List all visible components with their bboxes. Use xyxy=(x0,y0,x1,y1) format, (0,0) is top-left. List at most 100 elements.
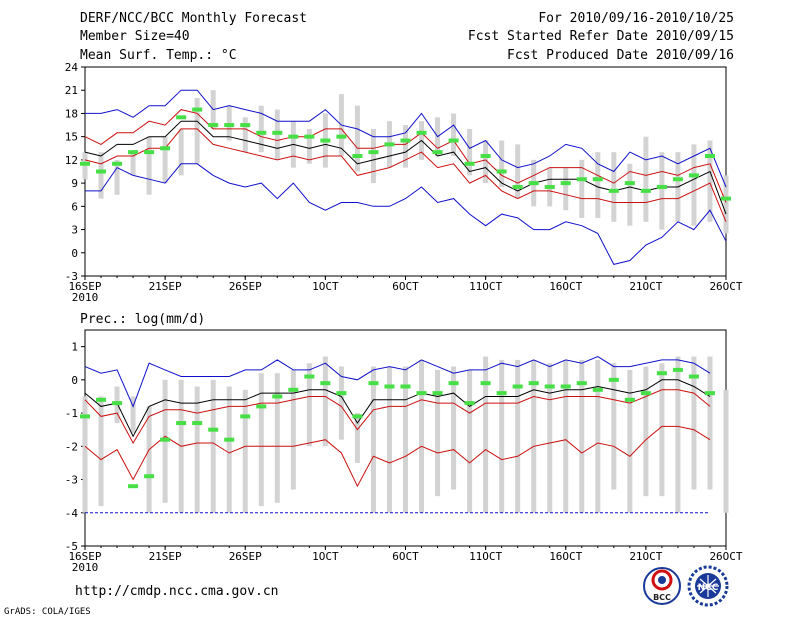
temp-green-marker xyxy=(512,184,523,189)
prec-xtick-label: 16SEP xyxy=(68,550,101,563)
temp-box xyxy=(563,167,569,211)
temp-green-marker xyxy=(352,154,363,159)
temp-green-marker xyxy=(688,173,699,178)
prec-green-marker xyxy=(640,391,651,396)
prec-green-marker xyxy=(400,384,411,389)
prec-ytick-label: -1 xyxy=(65,407,78,420)
temp-box xyxy=(723,175,729,234)
header-variable: Mean Surf. Temp.: °C xyxy=(80,48,237,63)
prec-box xyxy=(290,369,296,490)
temp-xtick-year: 2010 xyxy=(72,291,99,304)
temp-box xyxy=(515,144,521,199)
temp-box xyxy=(451,113,457,157)
temp-green-marker xyxy=(544,184,555,189)
prec-box xyxy=(643,366,649,497)
temp-box xyxy=(370,128,376,184)
temp-box xyxy=(659,152,665,230)
temp-green-marker xyxy=(640,188,651,193)
prec-ytick-label: -4 xyxy=(65,507,79,520)
footer-url[interactable]: http://cmdp.ncc.cma.gov.cn xyxy=(75,584,279,599)
prec-green-marker xyxy=(352,414,363,419)
prec-box xyxy=(386,366,392,513)
prec-xtick-label: 16OCT xyxy=(549,550,582,563)
prec-box xyxy=(451,366,457,490)
temp-xtick-label: 21SEP xyxy=(149,280,182,293)
temp-green-marker xyxy=(704,154,715,159)
temp-green-marker xyxy=(288,134,299,139)
prec-box xyxy=(691,356,697,490)
temp-box xyxy=(467,128,473,176)
temp-green-marker xyxy=(528,181,539,186)
prec-green-marker xyxy=(432,391,443,396)
prec-ytick-label: -2 xyxy=(65,440,78,453)
temp-ytick-label: 12 xyxy=(65,154,78,167)
temp-box xyxy=(643,136,649,222)
temp-green-marker xyxy=(400,138,411,143)
temp-box xyxy=(691,144,697,226)
prec-green-marker xyxy=(80,414,90,419)
temp-box xyxy=(178,128,184,176)
prec-box xyxy=(226,386,232,513)
prec-box xyxy=(499,359,505,513)
temp-green-marker xyxy=(480,154,491,159)
prec-xtick-label: 26SEP xyxy=(229,550,262,563)
temp-green-marker xyxy=(416,130,427,135)
prec-box xyxy=(723,389,729,513)
prec-green-marker xyxy=(624,397,635,402)
temp-box xyxy=(194,97,200,164)
prec-box xyxy=(194,386,200,513)
temp-ytick-label: 24 xyxy=(65,61,79,74)
prec-green-marker xyxy=(144,474,155,479)
prec-xtick-year: 2010 xyxy=(72,561,99,574)
temp-xtick-label: 26SEP xyxy=(229,280,262,293)
prec-box xyxy=(419,359,425,513)
prec-green-marker xyxy=(320,381,331,386)
prec-xtick-label: 21OCT xyxy=(629,550,662,563)
prec-box xyxy=(627,369,633,513)
temp-xtick-label: 26OCT xyxy=(709,280,742,293)
prec-box xyxy=(146,406,152,513)
temp-green-marker xyxy=(672,177,683,182)
prec-ytick-label: 0 xyxy=(71,374,78,387)
prec-box xyxy=(338,366,344,440)
temp-xtick-label: 6OCT xyxy=(392,280,419,293)
bcc-logo: BCC xyxy=(643,567,681,605)
temp-green-marker xyxy=(240,123,251,128)
temp-ytick-label: 0 xyxy=(71,247,78,260)
prec-ytick-label: -3 xyxy=(65,474,78,487)
temp-ytick-label: 18 xyxy=(65,107,78,120)
prec-green-marker xyxy=(336,391,347,396)
prec-green-marker xyxy=(592,387,603,392)
temp-ytick-label: 9 xyxy=(71,177,78,190)
prec-xtick-label: 11OCT xyxy=(469,550,502,563)
temp-box xyxy=(146,136,152,195)
prec-box xyxy=(258,373,264,507)
temp-green-marker xyxy=(384,142,395,147)
prec-box xyxy=(210,379,216,513)
prec-box xyxy=(435,369,441,497)
temp-green-marker xyxy=(656,184,667,189)
header-period: For 2010/09/16-2010/10/25 xyxy=(538,11,734,26)
temp-xtick-label: 1OCT xyxy=(312,280,339,293)
temp-green-marker xyxy=(448,138,459,143)
prec-box xyxy=(659,363,665,497)
temp-ytick-label: 6 xyxy=(71,200,78,213)
temp-blue-upper-line xyxy=(85,89,727,188)
temp-green-marker xyxy=(368,150,379,155)
temp-box xyxy=(483,140,489,184)
prec-green-marker xyxy=(304,374,315,379)
temp-green-marker xyxy=(208,123,219,128)
prec-green-marker xyxy=(688,374,699,379)
prec-green-marker xyxy=(256,404,267,409)
prec-box xyxy=(579,359,585,513)
temp-green-marker xyxy=(496,169,507,174)
header-produced-date: Fcst Produced Date 2010/09/16 xyxy=(507,48,734,63)
prec-green-marker xyxy=(416,391,427,396)
prec-green-marker xyxy=(480,381,491,386)
temp-box xyxy=(627,163,633,226)
temp-box xyxy=(162,136,168,184)
header-title: DERF/NCC/BCC Monthly Forecast xyxy=(80,11,307,26)
temp-box xyxy=(499,140,505,187)
precip-panel-title: Prec.: log(mm/d) xyxy=(80,312,205,327)
